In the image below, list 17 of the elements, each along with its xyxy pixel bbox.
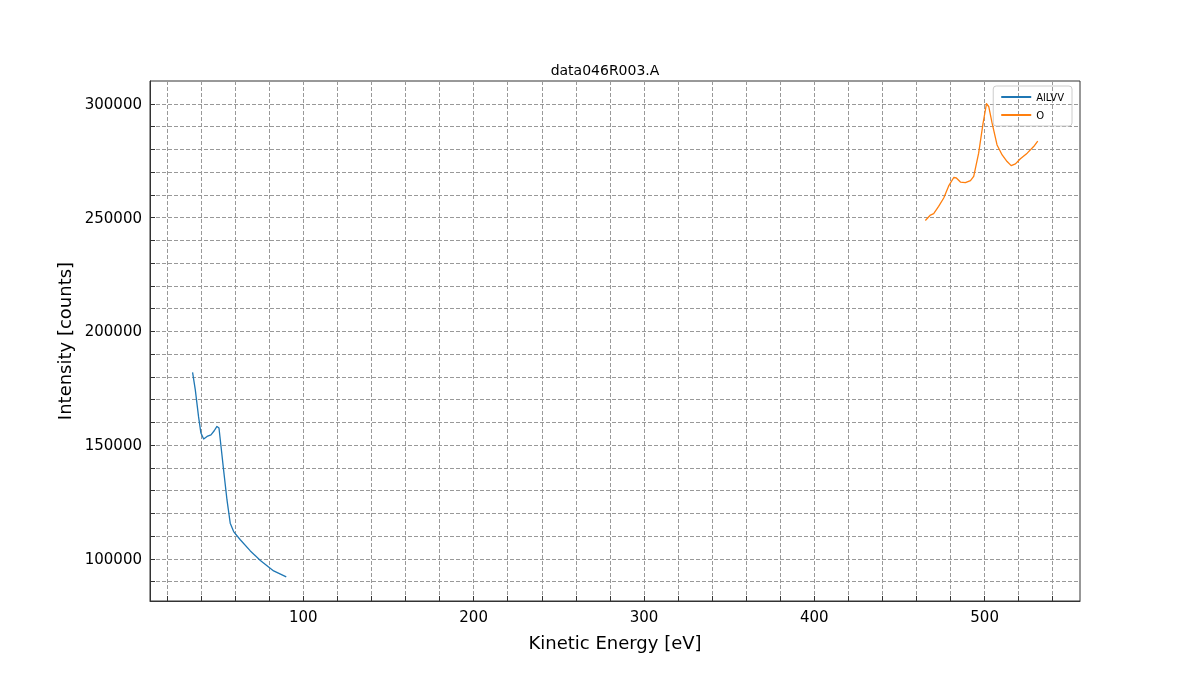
legend-label: AlLVV xyxy=(1036,91,1065,103)
x-tick-label: 400 xyxy=(799,607,829,626)
line-series xyxy=(924,103,1039,222)
x-tick-label: 200 xyxy=(459,607,488,626)
x-axis-title: Kinetic Energy [eV] xyxy=(528,631,702,653)
y-tick-label: 250000 xyxy=(84,208,142,227)
y-tick-label: 150000 xyxy=(84,436,142,455)
line-series xyxy=(191,371,287,578)
legend-label: O xyxy=(1036,109,1045,121)
x-tick-label: 300 xyxy=(629,607,659,626)
y-tick-label: 100000 xyxy=(84,549,142,568)
x-tick-label: 100 xyxy=(288,607,318,626)
x-tick-label: 500 xyxy=(970,607,999,626)
chart-title: data046R003.A xyxy=(550,62,660,78)
y-tick-label: 200000 xyxy=(84,322,142,341)
y-tick-label: 300000 xyxy=(84,94,142,113)
y-axis-title: Intensity [counts] xyxy=(54,261,76,421)
